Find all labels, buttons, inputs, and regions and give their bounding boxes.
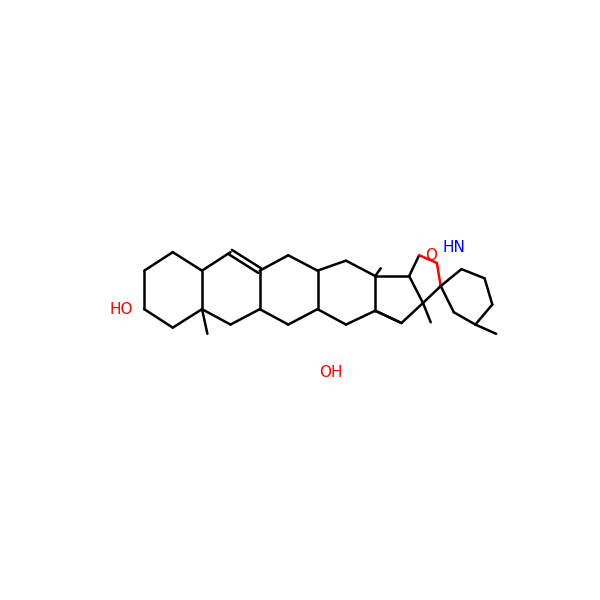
- Text: HO: HO: [109, 302, 133, 317]
- Text: HN: HN: [442, 240, 465, 255]
- Text: OH: OH: [319, 365, 343, 380]
- Text: O: O: [425, 248, 437, 263]
